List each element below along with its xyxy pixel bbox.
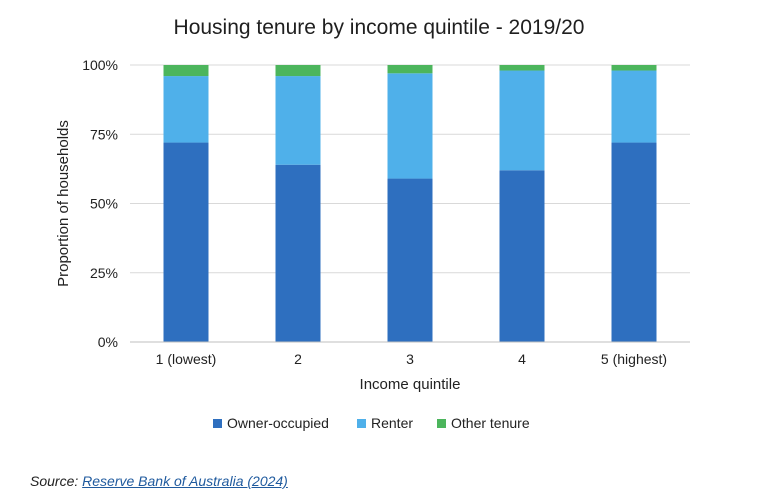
source-note: Source: Reserve Bank of Australia (2024) <box>30 473 288 489</box>
x-tick-label: 3 <box>406 351 414 367</box>
bar-segment <box>611 70 657 143</box>
source-link[interactable]: Reserve Bank of Australia (2024) <box>82 473 288 489</box>
legend-swatch <box>437 419 446 428</box>
y-tick-label: 0% <box>98 334 118 350</box>
legend-swatch <box>213 419 222 428</box>
legend-label: Owner-occupied <box>227 415 329 431</box>
bars <box>163 65 657 342</box>
legend-label: Renter <box>371 415 413 431</box>
bar-segment <box>163 65 209 77</box>
y-axis-title: Proportion of households <box>55 120 72 287</box>
bar-segment <box>163 76 209 143</box>
bar-segment <box>499 70 545 171</box>
chart-title: Housing tenure by income quintile - 2019… <box>173 16 585 39</box>
bar-segment <box>163 142 209 342</box>
stacked-bar-chart: 0% 25% 50% 75% 100% 1 (lowest) 2 3 4 5 (highest)… <box>55 57 690 431</box>
bar-segment <box>499 170 545 342</box>
bar-segment <box>499 65 545 71</box>
bar-segment <box>275 164 321 342</box>
bar-segment <box>275 76 321 165</box>
bar-segment <box>387 178 433 342</box>
bar-segment <box>611 65 657 71</box>
bar-segment <box>275 65 321 77</box>
y-tick-label: 75% <box>90 126 118 142</box>
x-axis-ticks: 1 (lowest) 2 3 4 5 (highest) <box>156 351 667 367</box>
x-axis-title: Income quintile <box>360 376 461 393</box>
bar-segment <box>387 65 433 74</box>
x-tick-label: 2 <box>294 351 302 367</box>
x-tick-label: 5 (highest) <box>601 351 667 367</box>
legend-swatch <box>357 419 366 428</box>
y-tick-label: 25% <box>90 265 118 281</box>
source-label: Source: <box>30 473 79 489</box>
x-tick-label: 1 (lowest) <box>156 351 217 367</box>
x-tick-label: 4 <box>518 351 526 367</box>
y-tick-label: 50% <box>90 196 118 212</box>
legend-label: Other tenure <box>451 415 530 431</box>
bar-segment <box>611 142 657 342</box>
y-tick-label: 100% <box>82 57 118 73</box>
legend: Owner-occupied Renter Other tenure <box>213 415 530 431</box>
bar-segment <box>387 73 433 179</box>
y-axis-ticks: 0% 25% 50% 75% 100% <box>82 57 118 350</box>
